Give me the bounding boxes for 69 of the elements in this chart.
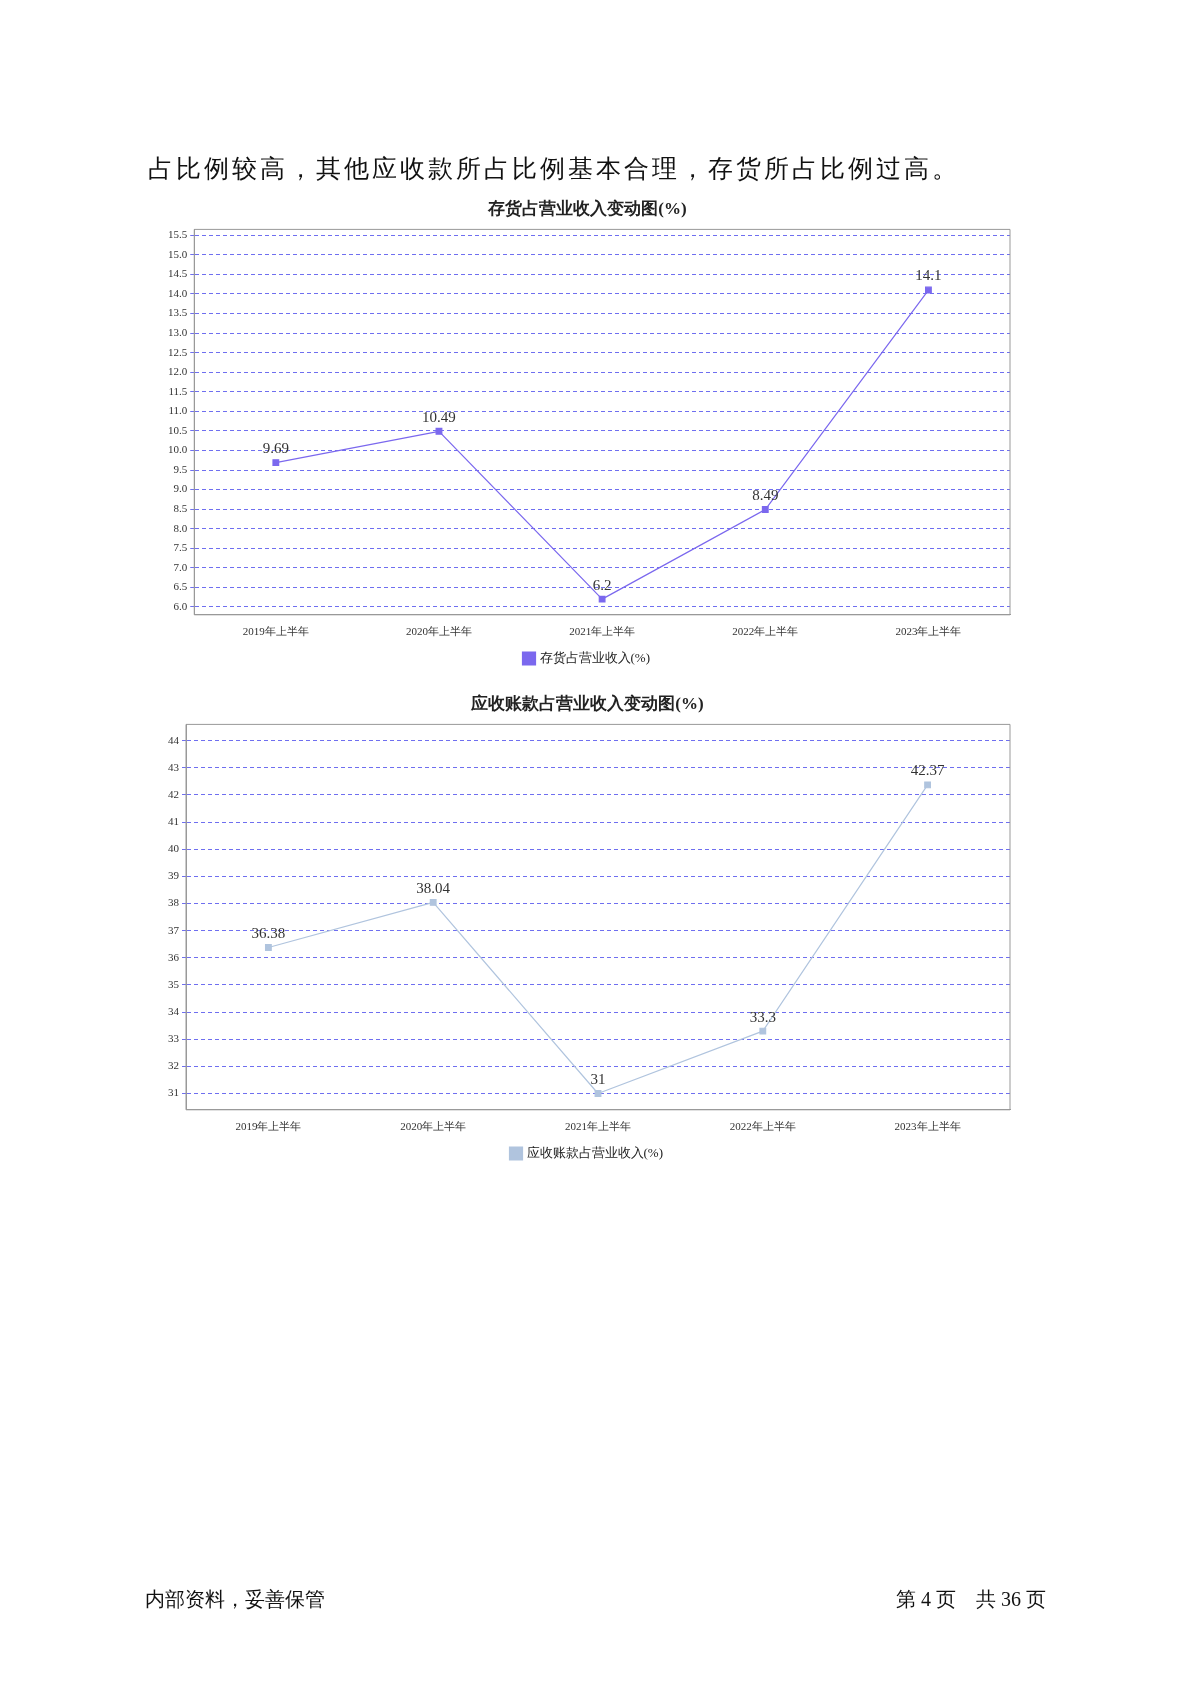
y-tick-label: 31 [168,1086,179,1099]
point [924,781,932,789]
point [435,427,443,435]
legend-label: 应收账款占营业收入(%) [526,1144,664,1160]
point [429,899,437,906]
y-tick-label: 39 [168,869,180,882]
y-tick-label: 13.5 [168,306,188,319]
y-tick-label: 6.5 [173,580,188,593]
x-tick-label: 2022年上半年 [729,1120,796,1133]
point [264,944,272,951]
point [925,286,932,294]
y-tick-label: 40 [168,842,180,855]
y-tick-label: 10.5 [168,423,188,436]
y-tick-label: 42 [168,787,179,800]
point [761,506,769,513]
y-tick-label: 33 [168,1032,180,1045]
y-tick-label: 8.5 [173,502,188,515]
x-tick-label: 2023年上半年 [894,1120,961,1133]
data-label: 36.38 [251,924,286,941]
y-tick-label: 35 [168,977,180,990]
x-tick-label: 2019年上半年 [242,625,309,638]
y-tick-label: 32 [168,1059,179,1072]
data-label: 9.69 [262,440,289,457]
x-tick-label: 2019年上半年 [235,1120,302,1133]
x-tick-label: 2022年上半年 [732,625,799,638]
text: 第 4 页 共 36 页 [896,1587,1046,1612]
y-tick-label: 9.5 [173,462,188,475]
y-tick-label: 37 [168,923,180,936]
x-tick-label: 2021年上半年 [569,625,636,638]
y-tick-label: 13.0 [168,325,188,338]
y-tick-label: 6.0 [173,599,188,612]
point [598,595,606,603]
data-label: 31 [590,1070,606,1087]
y-tick-label: 14.0 [168,286,188,299]
x-tick-label: 2023年上半年 [895,625,962,638]
y-tick-label: 15.0 [168,247,188,260]
y-tick-label: 36 [168,950,180,963]
y-tick-label: 11.5 [168,384,188,397]
chart-title: 存货占营业收入变动图(%) [487,198,687,218]
text: 内部资料，妥善保管 [145,1587,325,1612]
x-tick-label: 2020年上半年 [405,625,472,638]
y-tick-label: 9.0 [173,482,188,495]
y-tick-label: 12.5 [168,345,188,358]
y-tick-label: 14.5 [168,267,188,280]
y-tick-label: 11.0 [168,404,188,417]
chart-title: 应收账款占营业收入变动图(%) [470,693,704,713]
data-label: 10.49 [422,408,456,425]
y-tick-label: 7.0 [173,560,188,573]
point [759,1027,767,1035]
y-tick-label: 34 [168,1004,180,1017]
y-tick-label: 12.0 [168,365,188,378]
y-tick-label: 10.0 [168,443,188,456]
y-tick-label: 44 [168,733,180,746]
data-label: 33.3 [749,1008,776,1025]
point [272,459,280,467]
y-tick-label: 43 [168,760,180,773]
legend-label: 存货占营业收入(%) [539,649,651,665]
data-label: 38.04 [416,879,451,896]
data-label: 8.49 [752,486,779,503]
x-tick-label: 2021年上半年 [565,1120,631,1133]
y-tick-label: 7.5 [173,541,188,554]
data-label: 42.37 [910,762,945,779]
y-tick-label: 38 [168,896,180,909]
y-tick-label: 8.0 [173,521,188,534]
y-tick-label: 41 [168,815,179,827]
point [594,1090,602,1097]
x-tick-label: 2020年上半年 [400,1120,467,1133]
text: 占比例较高，其他应收款所占比例基本合理，存货所占比例过高。 [148,154,960,184]
y-tick-label: 15.5 [168,228,188,241]
